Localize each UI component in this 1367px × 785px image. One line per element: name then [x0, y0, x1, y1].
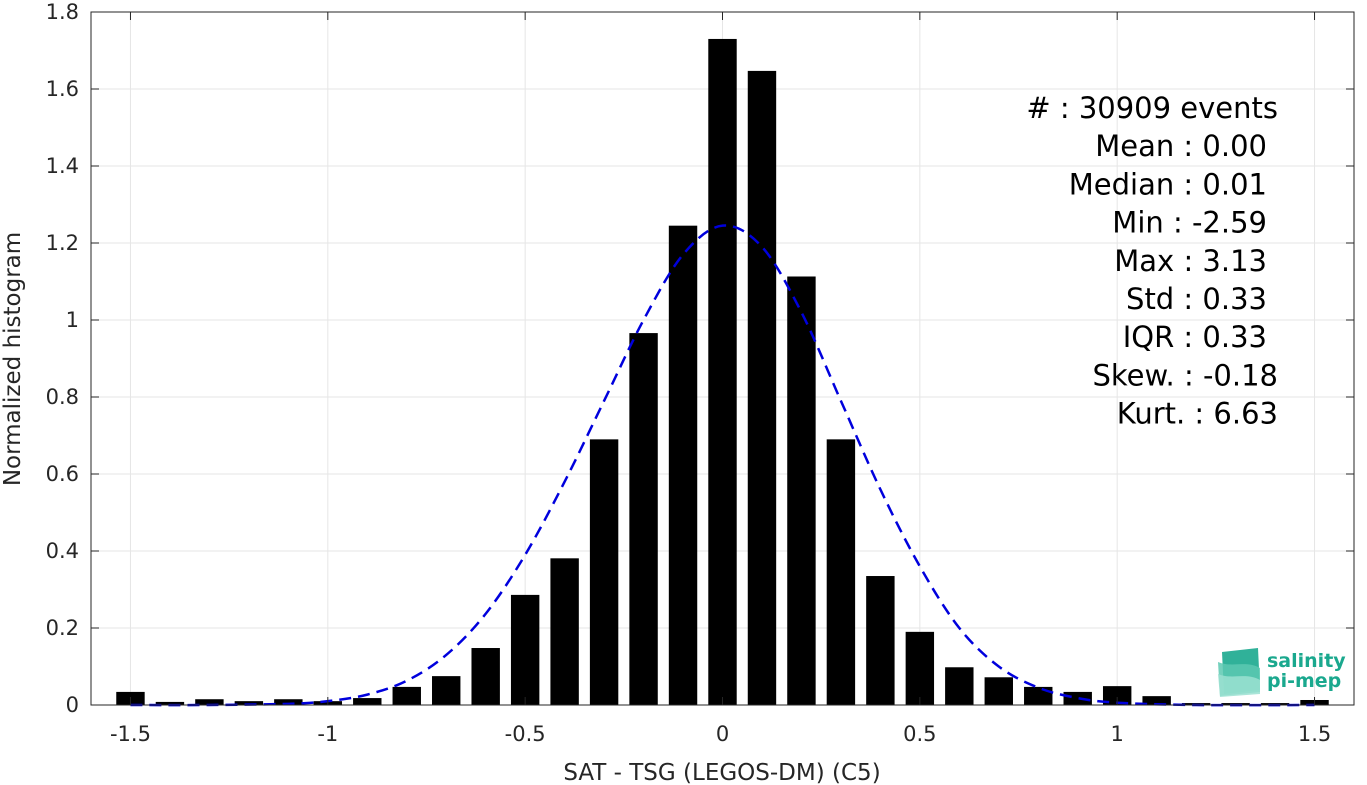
x-tick-label: -1 [317, 722, 338, 746]
y-tick-label: 0.4 [46, 539, 79, 563]
histogram-bar [1063, 691, 1092, 705]
histogram-bar [274, 699, 303, 705]
histogram-bar [866, 576, 895, 705]
histogram-bar [510, 594, 540, 705]
y-tick-label: 0.6 [46, 462, 79, 486]
statistics-box: # : 30909 events Mean : 0.00 Median : 0.01… [1026, 91, 1278, 431]
stat-line: Skew. : -0.18 [1092, 358, 1278, 392]
histogram-bar [668, 225, 698, 706]
x-tick-label: -0.5 [505, 722, 546, 746]
histogram-bar [1102, 686, 1132, 705]
x-tick-label: 0.5 [903, 722, 936, 746]
logo-text-pi-mep: pi-mep [1267, 670, 1341, 692]
y-tick-label: 1 [66, 308, 79, 332]
histogram-bar [392, 686, 421, 705]
x-axis-label: SAT - TSG (LEGOS-DM) (C5) [563, 760, 880, 785]
x-axis-ticks: -1.5 -1 -0.5 0 0.5 1 1.5 [110, 12, 1331, 746]
histogram-bar [589, 439, 619, 705]
histogram-bar [195, 699, 224, 705]
stat-line: Kurt. : 6.63 [1117, 397, 1278, 431]
stat-line: Std : 0.33 [1126, 282, 1267, 316]
y-tick-label: 0 [66, 693, 79, 717]
histogram-bars [116, 38, 1329, 706]
x-tick-label: 1.5 [1298, 722, 1331, 746]
y-axis-ticks: 0 0.2 0.4 0.6 0.8 1 1.2 1.4 1.6 1.8 [46, 0, 1354, 717]
histogram-bar [1024, 686, 1053, 705]
histogram-bar [708, 38, 737, 705]
y-tick-label: 1.8 [46, 0, 79, 24]
histogram-bar [787, 276, 816, 705]
y-tick-label: 1.6 [46, 77, 79, 101]
y-tick-label: 0.2 [46, 616, 79, 640]
histogram-bar [155, 701, 185, 705]
logo-text-salinity: salinity [1267, 650, 1346, 672]
histogram-bar [747, 70, 777, 705]
histogram-bar [550, 558, 579, 705]
wave-logo-icon [1218, 648, 1260, 697]
stat-line: Median : 0.01 [1069, 167, 1267, 201]
histogram-bar [629, 333, 658, 705]
y-tick-label: 1.4 [46, 154, 79, 178]
histogram-bar [905, 631, 935, 705]
stat-line: # : 30909 events [1026, 91, 1278, 125]
stat-line: Mean : 0.00 [1095, 129, 1267, 163]
y-axis-label: Normalized histogram [0, 232, 26, 486]
histogram-bar [234, 701, 264, 705]
histogram-bar [984, 677, 1013, 705]
salinity-pi-mep-logo: salinity pi-mep [1218, 648, 1346, 697]
histogram-bar [471, 648, 500, 705]
stat-line: IQR : 0.33 [1123, 320, 1267, 354]
x-tick-label: -1.5 [110, 722, 151, 746]
x-tick-label: 1 [1111, 722, 1124, 746]
stat-line: Min : -2.59 [1112, 206, 1267, 240]
histogram-bar [826, 439, 856, 705]
y-tick-label: 1.2 [46, 231, 79, 255]
histogram-bar [432, 676, 461, 705]
histogram-bar [945, 667, 974, 705]
histogram-bar [1142, 696, 1171, 705]
y-tick-label: 0.8 [46, 385, 79, 409]
gaussian-fit-curve [130, 224, 1315, 707]
stat-line: Max : 3.13 [1114, 244, 1267, 278]
x-tick-label: 0 [716, 722, 729, 746]
histogram-bar [353, 698, 382, 705]
